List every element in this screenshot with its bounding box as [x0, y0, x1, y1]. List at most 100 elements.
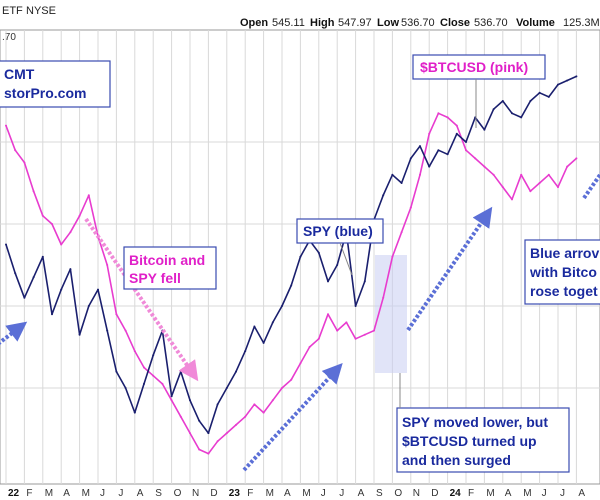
btc-point — [391, 255, 394, 258]
btc-point — [281, 387, 283, 389]
btc-point — [207, 452, 210, 455]
spy-point — [317, 251, 320, 254]
btc-point — [538, 182, 541, 184]
btc-point — [189, 432, 191, 435]
spy-point — [143, 382, 145, 385]
spy-point — [511, 112, 513, 115]
spy-label: SPY (blue) — [303, 223, 373, 239]
btc-label-box: $BTCUSD (pink) — [412, 54, 546, 128]
spy-point — [281, 305, 283, 307]
exchange-label: NYSE — [26, 5, 56, 17]
x-tick-label: D — [210, 488, 217, 499]
x-tick-label: A — [358, 488, 365, 499]
spy-lower-line-2: $BTCUSD turned up — [402, 433, 537, 449]
spy-point — [455, 132, 458, 135]
spy-point — [170, 395, 173, 398]
x-tick-label: 22 — [8, 488, 20, 499]
spy-point — [391, 173, 394, 176]
btc-point — [23, 161, 26, 164]
btc-point — [78, 214, 81, 217]
btc-point — [253, 403, 256, 406]
spy-point — [465, 141, 467, 143]
btc-point — [483, 165, 486, 168]
spy-point — [492, 108, 495, 111]
x-tick-label: A — [578, 488, 585, 499]
spy-point — [299, 255, 302, 258]
btc-point — [501, 186, 504, 189]
btc-point — [363, 333, 366, 336]
btc-point — [179, 415, 182, 418]
spy-point — [97, 288, 99, 291]
btc-label: $BTCUSD (pink) — [420, 59, 528, 75]
btc-point — [235, 423, 237, 426]
x-tick-label: J — [118, 488, 123, 499]
btc-point — [336, 329, 339, 332]
btc-point — [5, 124, 7, 127]
spy-point — [5, 243, 7, 246]
spy-point — [354, 305, 357, 307]
rise-arrow-2024 — [406, 206, 493, 332]
x-tick-label: A — [284, 488, 291, 499]
spy-point — [428, 165, 431, 168]
x-tick-label: F — [26, 488, 32, 499]
btc-point — [143, 366, 145, 369]
spy-lower-line-1: SPY moved lower, but — [402, 414, 548, 430]
spy-point — [235, 370, 237, 373]
spy-point — [271, 321, 274, 324]
btc-point — [327, 313, 329, 316]
spy-point — [446, 153, 449, 156]
btc-point — [465, 149, 467, 152]
btc-point — [575, 157, 578, 160]
spy-point — [207, 432, 210, 435]
btc-point — [69, 231, 72, 234]
spy-point — [106, 329, 109, 332]
spy-point — [244, 350, 247, 353]
x-tick-label: J — [542, 488, 547, 499]
spy-point — [152, 354, 155, 357]
btc-point — [216, 440, 219, 443]
spy-point — [78, 333, 81, 336]
btc-point — [115, 313, 118, 316]
credit-line-1: CMT — [4, 66, 35, 82]
btc-point — [51, 223, 53, 225]
btc-point — [557, 186, 559, 189]
x-axis: 22 F M A M J J A S O N D 23 F M A M J J A S O N D 24 F M A M J J A — [8, 488, 585, 499]
spy-point — [216, 403, 219, 406]
spy-point — [23, 296, 26, 299]
trend-arrow-right — [582, 171, 600, 200]
close-label: Close — [440, 17, 470, 29]
btc-point — [124, 329, 127, 332]
x-tick-label: J — [100, 488, 105, 499]
fell-box: Bitcoin and SPY fell — [123, 246, 217, 290]
low-value: 536.70 — [401, 17, 435, 29]
spy-point — [115, 370, 118, 373]
spy-point — [529, 100, 532, 102]
x-tick-label: J — [321, 488, 326, 499]
spy-point — [538, 91, 541, 94]
blue-box-line-3: rose toget — [530, 283, 598, 299]
btc-point — [244, 415, 247, 418]
highlight-region — [375, 255, 407, 373]
chart-header: ETF NYSE Open 545.11 High 547.97 Low 536… — [2, 5, 600, 29]
spy-point — [557, 83, 559, 86]
low-label: Low — [377, 17, 399, 29]
x-tick-label: M — [486, 488, 494, 499]
volume-value: 125.3M — [563, 17, 600, 29]
decline-arrow — [84, 217, 199, 382]
x-tick-label: S — [155, 488, 162, 499]
btc-point — [60, 243, 63, 246]
spy-point — [437, 149, 440, 152]
open-label: Open — [240, 17, 268, 29]
credit-box: CMT storPro.com — [0, 60, 111, 108]
spy-point — [483, 128, 486, 131]
spy-point — [179, 370, 182, 373]
btc-point — [455, 124, 458, 127]
btc-point — [290, 378, 293, 381]
btc-point — [32, 190, 35, 193]
spy-point — [419, 145, 421, 148]
x-tick-label: 23 — [229, 488, 241, 499]
btc-point — [271, 399, 274, 402]
x-tick-label: D — [431, 488, 438, 499]
btc-point — [170, 399, 173, 402]
